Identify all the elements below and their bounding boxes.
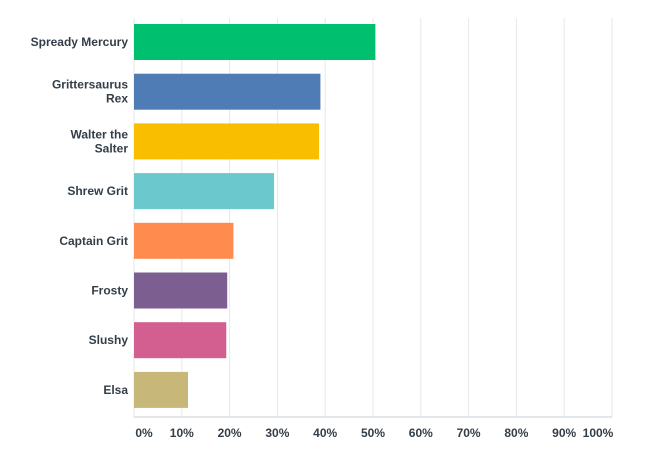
x-tick-labels: 0% 10% 20% 30% 40% 50% 60% 70% 80% 90% 100%: [135, 426, 613, 440]
category-label: Shrew Grit: [67, 184, 128, 198]
bar-spready-mercury[interactable]: [134, 24, 376, 60]
x-tick-label: 50%: [361, 426, 385, 440]
x-tick-label: 30%: [265, 426, 289, 440]
bar-grittersaurus-rex[interactable]: [134, 73, 321, 110]
x-tick-label: 70%: [457, 426, 481, 440]
bar-shrew-grit[interactable]: [134, 173, 275, 210]
category-label: Frosty: [91, 284, 128, 298]
category-labels: Spready Mercury Grittersaurus Rex Walter th…: [31, 35, 129, 397]
x-tick-label: 100%: [583, 426, 614, 440]
bar-frosty[interactable]: [134, 272, 228, 309]
category-label: Walter the Salter: [70, 127, 128, 155]
bar-walter-the-salter[interactable]: [134, 123, 319, 160]
x-tick-label: 20%: [218, 426, 242, 440]
x-tick-label: 0%: [135, 426, 153, 440]
category-label: Grittersaurus Rex: [52, 78, 128, 106]
bars: [134, 24, 376, 408]
bar-elsa[interactable]: [134, 371, 189, 408]
x-tick-label: 80%: [504, 426, 528, 440]
category-label: Elsa: [103, 383, 128, 397]
category-label: Captain Grit: [59, 234, 128, 248]
x-tick-label: 90%: [552, 426, 576, 440]
bar-captain-grit[interactable]: [134, 222, 234, 259]
category-label: Spready Mercury: [31, 35, 129, 49]
bar-slushy[interactable]: [134, 322, 227, 359]
x-tick-label: 10%: [170, 426, 194, 440]
x-tick-label: 60%: [409, 426, 433, 440]
x-tick-label: 40%: [313, 426, 337, 440]
category-label: Slushy: [89, 333, 129, 347]
